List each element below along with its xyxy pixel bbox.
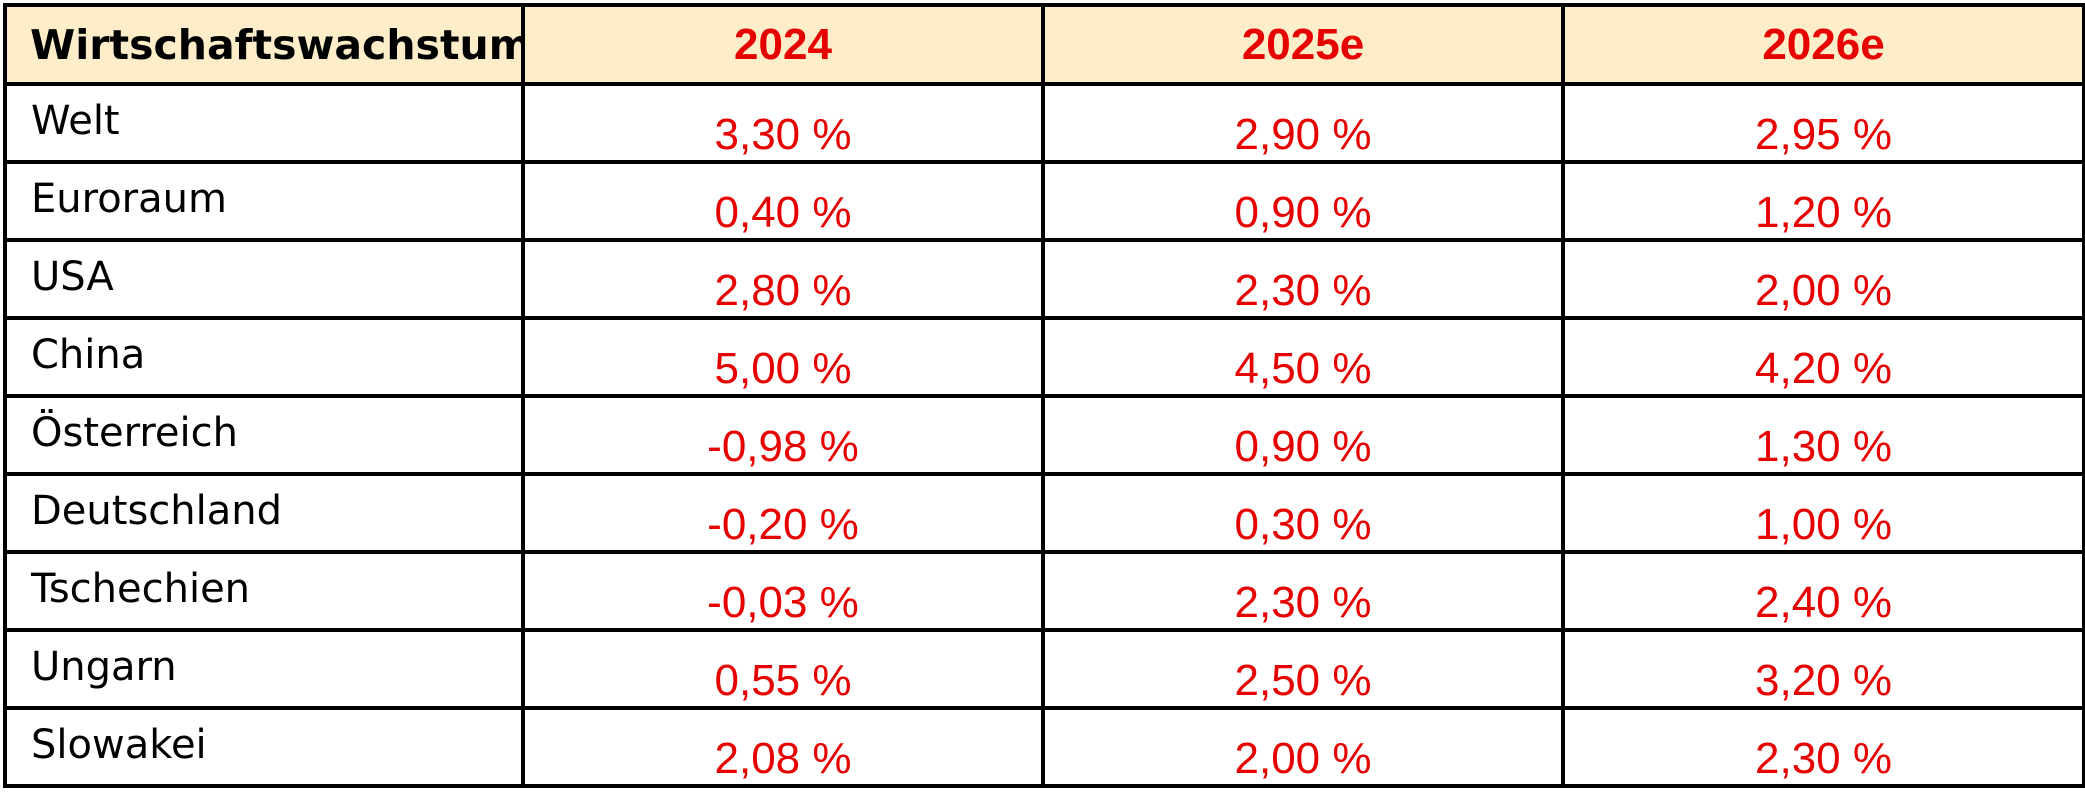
row-label-welt: Welt	[3, 82, 525, 164]
table-row: USA 2,80 % 2,30 % 2,00 %	[3, 238, 2085, 320]
economic-growth-table: Wirtschaftswachstum 2024 2025e 2026e Wel…	[3, 3, 2085, 788]
value-cell: 0,30 %	[1041, 472, 1565, 554]
table-row: Welt 3,30 % 2,90 % 2,95 %	[3, 82, 2085, 164]
value-cell: 4,20 %	[1561, 316, 2085, 398]
value-cell: 2,90 %	[1041, 82, 1565, 164]
table-row: Tschechien -0,03 % 2,30 % 2,40 %	[3, 550, 2085, 632]
table-header-row: Wirtschaftswachstum 2024 2025e 2026e	[3, 3, 2085, 86]
value-cell: 2,40 %	[1561, 550, 2085, 632]
value-cell: -0,98 %	[521, 394, 1045, 476]
value-cell: 1,00 %	[1561, 472, 2085, 554]
row-label-oesterreich: Österreich	[3, 394, 525, 476]
table-row: Deutschland -0,20 % 0,30 % 1,00 %	[3, 472, 2085, 554]
table-row: Österreich -0,98 % 0,90 % 1,30 %	[3, 394, 2085, 476]
value-cell: 2,80 %	[521, 238, 1045, 320]
header-year-2024: 2024	[521, 3, 1045, 86]
value-cell: 2,08 %	[521, 706, 1045, 788]
value-cell: 0,40 %	[521, 160, 1045, 242]
table-row: China 5,00 % 4,50 % 4,20 %	[3, 316, 2085, 398]
value-cell: 1,30 %	[1561, 394, 2085, 476]
row-label-slowakei: Slowakei	[3, 706, 525, 788]
value-cell: 2,50 %	[1041, 628, 1565, 710]
table-row: Slowakei 2,08 % 2,00 % 2,30 %	[3, 706, 2085, 788]
value-cell: 2,30 %	[1041, 550, 1565, 632]
value-cell: -0,03 %	[521, 550, 1045, 632]
row-label-ungarn: Ungarn	[3, 628, 525, 710]
row-label-euroraum: Euroraum	[3, 160, 525, 242]
row-label-usa: USA	[3, 238, 525, 320]
header-year-2025e: 2025e	[1041, 3, 1565, 86]
value-cell: 2,30 %	[1041, 238, 1565, 320]
value-cell: 0,90 %	[1041, 394, 1565, 476]
table-row: Ungarn 0,55 % 2,50 % 3,20 %	[3, 628, 2085, 710]
value-cell: 3,30 %	[521, 82, 1045, 164]
row-label-china: China	[3, 316, 525, 398]
header-year-2026e: 2026e	[1561, 3, 2085, 86]
value-cell: 2,30 %	[1561, 706, 2085, 788]
table-row: Euroraum 0,40 % 0,90 % 1,20 %	[3, 160, 2085, 242]
value-cell: 0,55 %	[521, 628, 1045, 710]
value-cell: 0,90 %	[1041, 160, 1565, 242]
growth-table-container: Wirtschaftswachstum 2024 2025e 2026e Wel…	[3, 3, 2085, 788]
value-cell: 2,95 %	[1561, 82, 2085, 164]
row-label-tschechien: Tschechien	[3, 550, 525, 632]
value-cell: 4,50 %	[1041, 316, 1565, 398]
row-label-deutschland: Deutschland	[3, 472, 525, 554]
value-cell: 2,00 %	[1561, 238, 2085, 320]
value-cell: -0,20 %	[521, 472, 1045, 554]
value-cell: 5,00 %	[521, 316, 1045, 398]
header-indicator: Wirtschaftswachstum	[3, 3, 525, 86]
value-cell: 1,20 %	[1561, 160, 2085, 242]
value-cell: 2,00 %	[1041, 706, 1565, 788]
value-cell: 3,20 %	[1561, 628, 2085, 710]
